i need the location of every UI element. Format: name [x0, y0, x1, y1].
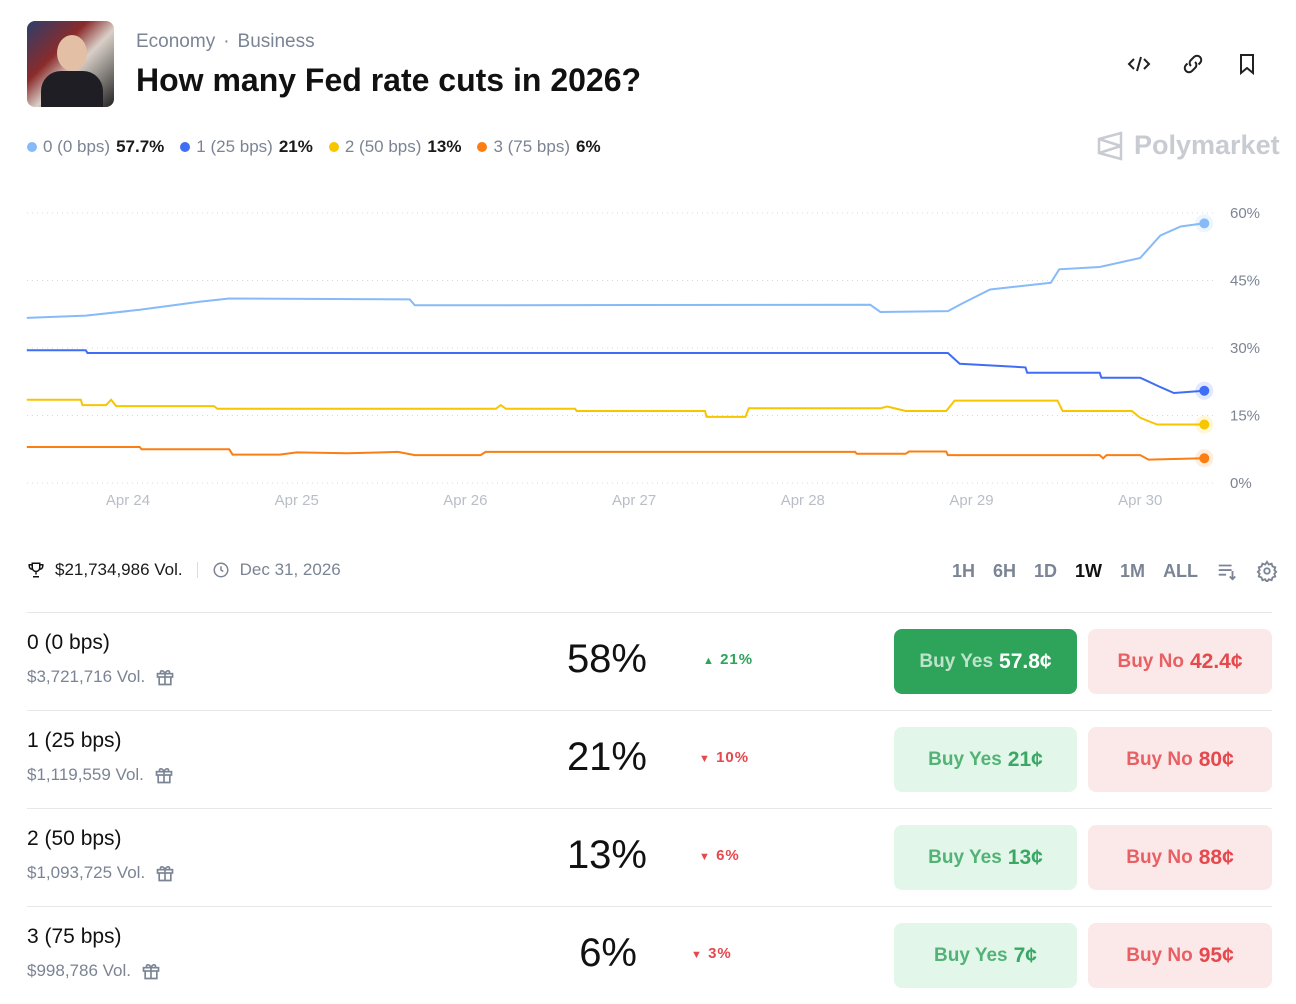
x-tick-label: Apr 30 [1118, 492, 1162, 509]
x-tick-label: Apr 26 [443, 492, 487, 509]
legend-item: 3 (75 bps) 6% [477, 137, 601, 157]
series-endpoint [1199, 419, 1210, 430]
legend-dot [180, 142, 191, 152]
outcome-probability: 21% [566, 735, 647, 779]
y-tick-label: 15% [1230, 408, 1260, 425]
buy-yes-button[interactable]: Buy Yes 57.8¢ [894, 629, 1077, 694]
polymarket-logo-icon [1097, 130, 1123, 161]
buy-no-button[interactable]: Buy No 80¢ [1088, 727, 1272, 792]
legend-dot [328, 142, 339, 152]
legend-dot [477, 142, 488, 152]
outcome-name: 2 (50 bps) [27, 827, 122, 850]
code-icon[interactable] [1126, 52, 1152, 78]
clock-icon [213, 562, 229, 578]
series-line [26, 398, 1205, 426]
breadcrumb: Economy · Business [136, 31, 315, 52]
y-tick-label: 60% [1230, 205, 1260, 222]
legend-value: 57.7% [116, 137, 165, 156]
probability-change: ▲ 21% [703, 651, 754, 668]
x-tick-label: Apr 27 [612, 492, 656, 509]
probability-change: ▼ 3% [691, 945, 732, 962]
buy-yes-button[interactable]: Buy Yes 21¢ [894, 727, 1077, 792]
outcome-volume: $1,093,725 Vol. [27, 863, 175, 883]
outcome-name: 3 (75 bps) [27, 925, 122, 948]
y-tick-label: 0% [1230, 475, 1252, 492]
category-link[interactable]: Economy [136, 31, 216, 52]
buy-no-button[interactable]: Buy No 88¢ [1088, 825, 1272, 890]
buy-no-button[interactable]: Buy No 42.4¢ [1088, 629, 1272, 694]
gift-icon[interactable] [154, 765, 174, 785]
legend-label: 0 (0 bps) [43, 137, 111, 156]
gift-icon[interactable] [155, 667, 175, 687]
legend-label: 2 (50 bps) [344, 137, 422, 156]
x-tick-label: Apr 29 [949, 492, 993, 509]
x-tick-label: Apr 25 [275, 492, 319, 509]
end-date: Dec 31, 2026 [239, 560, 341, 579]
change-down-icon: ▼ [699, 851, 711, 863]
outcome-name: 1 (25 bps) [27, 729, 122, 752]
buy-yes-button[interactable]: Buy Yes 7¢ [894, 923, 1077, 988]
trophy-icon [28, 562, 44, 578]
legend-dot [27, 142, 37, 152]
outcome-volume: $998,786 Vol. [27, 961, 161, 981]
range-1m[interactable]: 1M [1120, 560, 1146, 581]
settings-icon[interactable] [1256, 560, 1278, 582]
gift-icon[interactable] [155, 863, 175, 883]
probability-change: ▼ 10% [699, 749, 750, 766]
x-tick-label: Apr 28 [781, 492, 825, 509]
chart-legend: 0 (0 bps) 57.7% 1 (25 bps) 21% 2 (50 bps) 1… [27, 137, 601, 157]
bookmark-icon[interactable] [1234, 52, 1260, 78]
outcome-name: 0 (0 bps) [27, 631, 110, 654]
total-volume: $21,734,986 Vol. [55, 560, 183, 579]
y-tick-label: 30% [1230, 340, 1260, 357]
range-all[interactable]: ALL [1163, 560, 1199, 581]
series-line [26, 349, 1205, 395]
series-endpoint [1199, 453, 1210, 464]
range-6h[interactable]: 6H [993, 560, 1017, 581]
market-meta: $21,734,986 Vol. Dec 31, 2026 [27, 560, 341, 580]
gift-icon[interactable] [141, 961, 161, 981]
outcome-probability: 58% [566, 637, 647, 681]
legend-label: 3 (75 bps) [493, 137, 570, 156]
outcome-probability: 13% [566, 833, 647, 877]
range-1w[interactable]: 1W [1075, 560, 1103, 581]
legend-item: 0 (0 bps) 57.7% [27, 137, 164, 157]
change-down-icon: ▼ [699, 753, 711, 765]
price-chart[interactable]: 0% 15% 30% 45% 60% Apr 24 Apr 25 Apr 26 Apr 27 Ap… [0, 0, 1296, 520]
series-line [26, 222, 1205, 319]
probability-change: ▼ 6% [699, 847, 740, 864]
change-down-icon: ▼ [691, 949, 703, 961]
category-link[interactable]: Business [237, 31, 315, 52]
polymarket-logo: Polymarket [1096, 130, 1280, 161]
series-endpoint [1199, 218, 1210, 229]
range-1h[interactable]: 1H [952, 560, 976, 581]
legend-value: 13% [427, 137, 462, 156]
legend-value: 21% [278, 137, 313, 156]
x-tick-label: Apr 24 [106, 492, 150, 509]
outcome-probability: 6% [579, 931, 637, 975]
outcome-row: 2 (50 bps) $1,093,725 Vol. 13% ▼ 6% Buy … [27, 808, 1272, 906]
legend-value: 6% [576, 137, 601, 156]
outcome-volume: $1,119,559 Vol. [27, 765, 174, 785]
sort-icon[interactable] [1216, 560, 1238, 582]
time-range-selector: 1H 6H 1D 1W 1M ALL [952, 560, 1278, 582]
change-up-icon: ▲ [703, 655, 715, 667]
y-tick-label: 45% [1230, 273, 1260, 290]
market-image [27, 21, 114, 107]
legend-item: 2 (50 bps) 13% [328, 137, 462, 157]
buy-no-button[interactable]: Buy No 95¢ [1088, 923, 1272, 988]
buy-yes-button[interactable]: Buy Yes 13¢ [894, 825, 1077, 890]
outcome-volume: $3,721,716 Vol. [27, 667, 175, 687]
series-endpoint [1199, 385, 1210, 396]
series-line [26, 446, 1205, 461]
range-1d[interactable]: 1D [1034, 560, 1058, 581]
outcome-row: 1 (25 bps) $1,119,559 Vol. 21% ▼ 10% Buy… [27, 710, 1272, 808]
legend-item: 1 (25 bps) 21% [180, 137, 313, 157]
link-icon[interactable] [1180, 52, 1206, 78]
outcome-row: 0 (0 bps) $3,721,716 Vol. 58% ▲ 21% Buy … [27, 612, 1272, 710]
page-title: How many Fed rate cuts in 2026? [136, 62, 642, 98]
legend-label: 1 (25 bps) [196, 137, 273, 156]
outcome-row: 3 (75 bps) $998,786 Vol. 6% ▼ 3% Buy Yes… [27, 906, 1272, 1004]
